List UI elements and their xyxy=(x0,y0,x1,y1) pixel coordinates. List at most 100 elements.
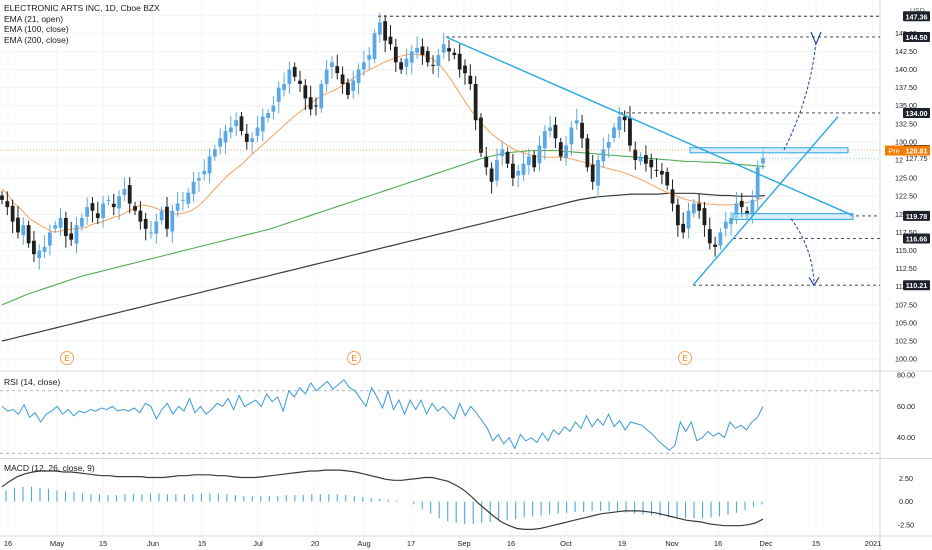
price-tag-label: 116.66 xyxy=(906,235,928,244)
price-tag-label: 134.00 xyxy=(906,109,928,118)
price-tick-label: 137.50 xyxy=(895,83,917,92)
candle-body xyxy=(761,158,765,164)
candle-body xyxy=(489,168,494,182)
time-tick-label: Jul xyxy=(253,539,263,548)
price-tag-bg xyxy=(903,233,930,244)
price-tick-label: 122.50 xyxy=(895,192,917,201)
earnings-marker-label: E xyxy=(64,354,69,363)
chart-title: ELECTRONIC ARTS INC, 1D, Cboe BZX xyxy=(4,3,160,13)
candle-body xyxy=(537,145,542,164)
candle-body xyxy=(346,82,350,95)
candle-body xyxy=(548,127,553,132)
candle-body xyxy=(521,163,526,175)
downside-arrowhead xyxy=(808,277,820,286)
candle-body xyxy=(106,199,111,201)
earnings-marker-label: E xyxy=(682,354,687,363)
rsi-tick-label: 60.00 xyxy=(897,402,915,411)
candle-body xyxy=(670,189,675,204)
candle-body xyxy=(127,185,132,204)
candle-body xyxy=(10,205,15,222)
price-tag-bg xyxy=(903,31,930,42)
time-tick-label: Jun xyxy=(147,539,159,548)
candle-body xyxy=(590,164,595,182)
earnings-marker-circle xyxy=(60,351,74,365)
macd-label[interactable]: MACD (12, 26, close, 9) xyxy=(4,463,95,473)
candle-body xyxy=(686,210,691,229)
candle-body xyxy=(473,84,478,121)
candle-body xyxy=(255,127,260,136)
candle-body xyxy=(697,203,702,211)
candle-body xyxy=(111,203,116,208)
candle-body xyxy=(564,145,568,158)
candle-body xyxy=(612,127,616,139)
candle-body xyxy=(617,116,622,131)
pre-market-tag-bg xyxy=(885,145,903,156)
candle-body xyxy=(351,80,356,91)
resistance-zone xyxy=(689,147,849,154)
price-tick-label: 117.50 xyxy=(895,228,916,237)
candle-body xyxy=(644,155,648,164)
candle-body xyxy=(5,201,10,208)
legend-ema200[interactable]: EMA (200, close) xyxy=(4,34,69,45)
candle-body xyxy=(356,69,361,84)
price-tag-label: 144.50 xyxy=(906,33,928,42)
candle-body xyxy=(260,116,265,132)
candle-body xyxy=(117,196,121,209)
candle-body xyxy=(569,127,574,145)
candle-body xyxy=(659,170,664,175)
candle-body xyxy=(468,75,473,85)
price-tick-label: 105.00 xyxy=(895,318,917,327)
candle-body xyxy=(713,244,718,247)
candle-body xyxy=(463,65,467,74)
legend-ema21[interactable]: EMA (21, open) xyxy=(4,13,64,24)
candle-body xyxy=(308,97,313,110)
macd-tick-label: 0.00 xyxy=(899,497,913,506)
candle-body xyxy=(154,221,159,234)
candle-body xyxy=(37,250,42,259)
candle-body xyxy=(526,156,531,165)
candle-body xyxy=(665,171,670,186)
rsi-label[interactable]: RSI (14, close) xyxy=(4,377,61,387)
candle-body xyxy=(16,217,20,233)
candle-body xyxy=(271,105,276,112)
candle-body xyxy=(500,149,505,157)
candle-body xyxy=(42,246,47,252)
macd-tick-label: -2.50 xyxy=(898,520,914,529)
candle-body xyxy=(335,66,340,74)
price-tag-label: 147.36 xyxy=(906,12,928,21)
price-tag-label: 119.78 xyxy=(906,212,928,221)
candle-body xyxy=(723,221,728,229)
price-tag-bg xyxy=(903,280,930,291)
price-tick-label: 130.00 xyxy=(895,137,917,146)
time-tick-label: Nov xyxy=(665,539,679,548)
time-tick-label: 16 xyxy=(4,539,12,548)
candle-body xyxy=(596,160,600,186)
candle-body xyxy=(287,69,292,85)
candle-body xyxy=(516,170,521,176)
candle-body xyxy=(212,149,217,157)
candle-body xyxy=(138,210,143,222)
candle-body xyxy=(574,120,579,124)
candle-body xyxy=(218,138,223,147)
price-tag-bg xyxy=(903,153,930,164)
candle-body xyxy=(404,58,409,67)
price-tick-label: 115.00 xyxy=(895,246,916,255)
candle-body xyxy=(340,74,345,85)
candle-body xyxy=(702,208,707,226)
candle-body xyxy=(654,169,659,171)
candle-body xyxy=(266,112,270,118)
price-tag-label: 110.21 xyxy=(906,281,928,290)
candle-body xyxy=(303,85,308,99)
earnings-marker: E xyxy=(60,351,74,365)
candle-body xyxy=(324,69,329,85)
legend-ema100[interactable]: EMA (100, close) xyxy=(4,24,69,34)
candle-body xyxy=(681,223,686,233)
price-tick-label: 132.50 xyxy=(895,119,917,128)
candle-body xyxy=(649,159,654,168)
price-tick-label: 100.00 xyxy=(895,355,917,364)
descending-trendline xyxy=(445,36,853,216)
pre-market-tag-label: Pre xyxy=(888,147,899,156)
downside-projection xyxy=(790,218,815,283)
candle-body xyxy=(377,22,382,35)
